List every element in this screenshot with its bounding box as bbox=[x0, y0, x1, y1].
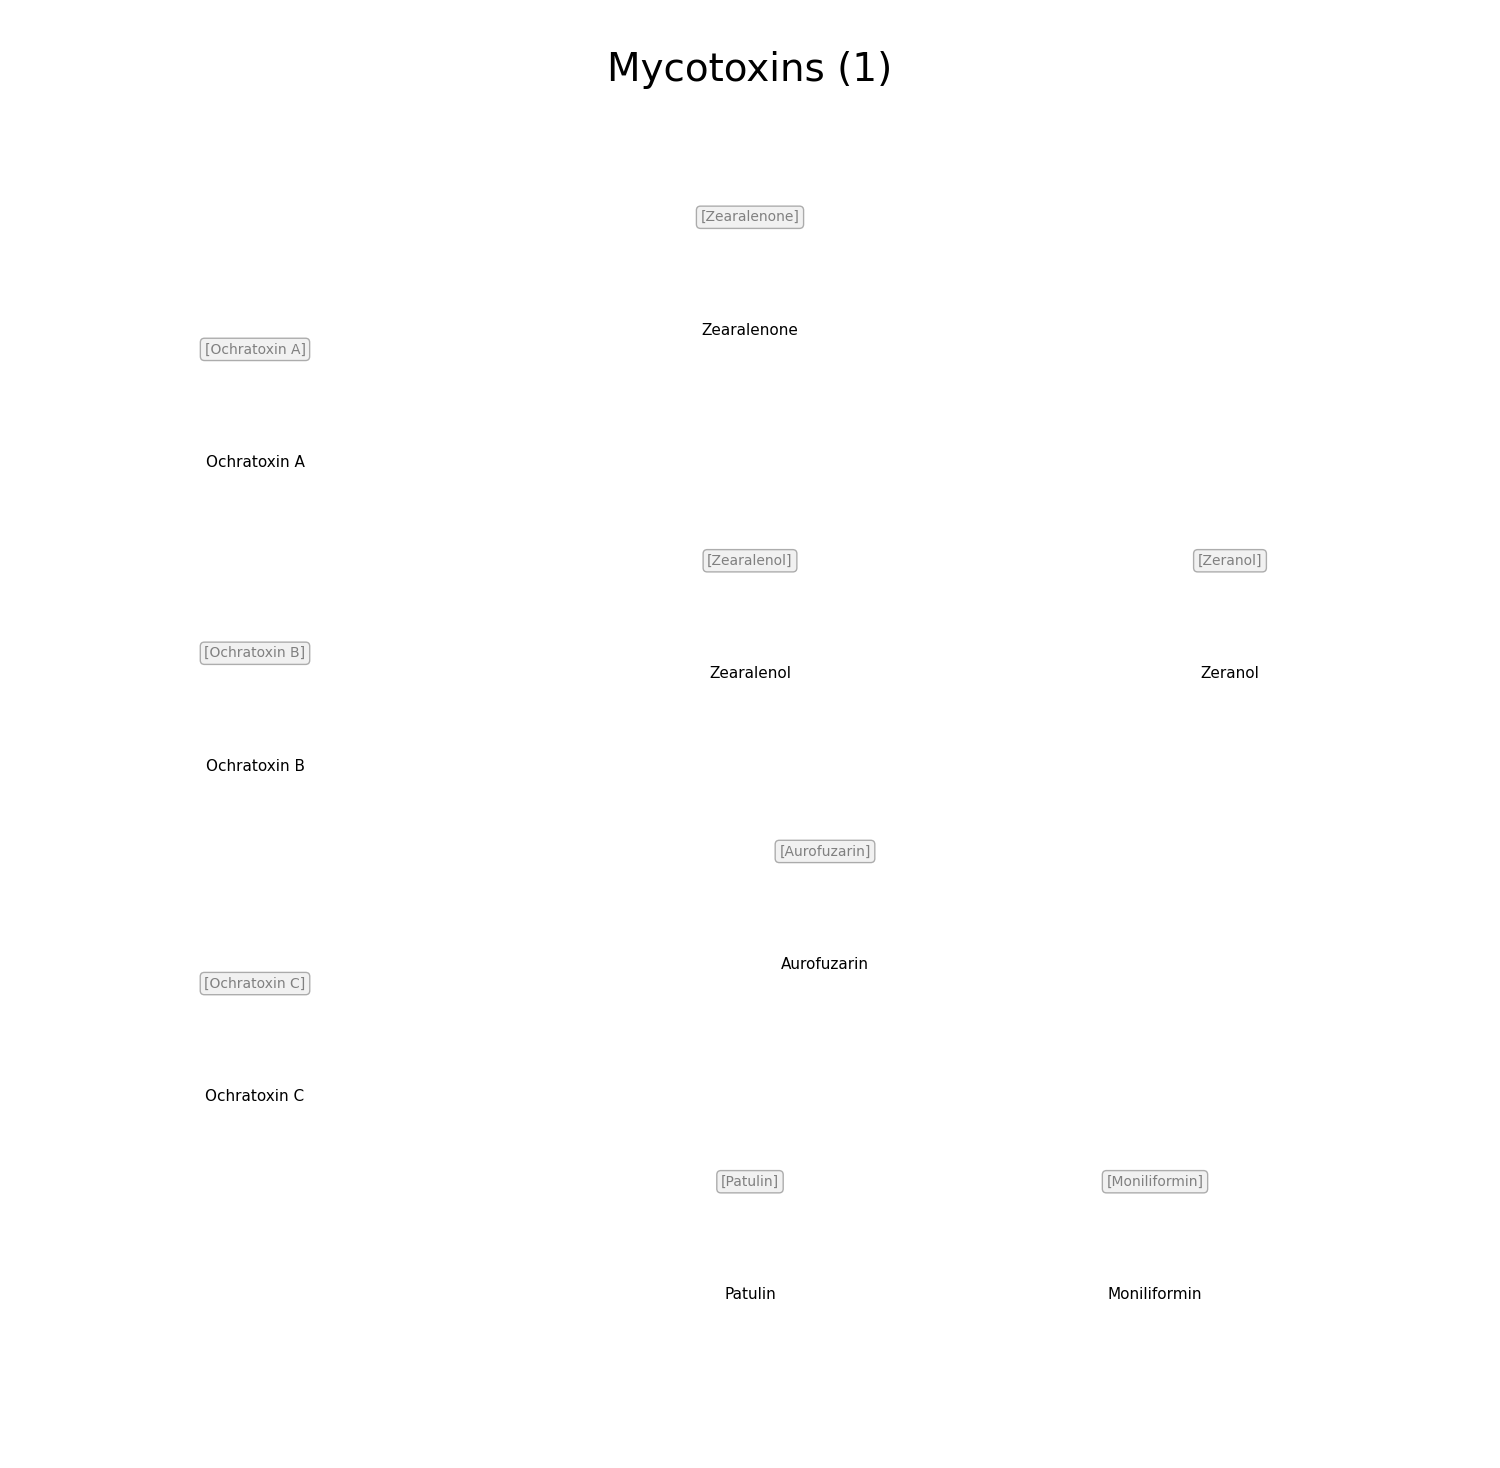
Text: Aurofuzarin: Aurofuzarin bbox=[782, 957, 868, 972]
Text: Ochratoxin A: Ochratoxin A bbox=[206, 455, 304, 470]
Text: Zearalenone: Zearalenone bbox=[702, 323, 798, 338]
Text: www.shutterstock.com: www.shutterstock.com bbox=[1275, 1433, 1402, 1443]
Text: [Zearalenol]: [Zearalenol] bbox=[708, 553, 792, 568]
Text: [Ochratoxin A]: [Ochratoxin A] bbox=[204, 342, 306, 357]
Text: [Zearalenone]: [Zearalenone] bbox=[700, 210, 800, 225]
Text: Ochratoxin B: Ochratoxin B bbox=[206, 759, 304, 774]
Text: Moniliformin: Moniliformin bbox=[1107, 1287, 1203, 1302]
Text: [Patulin]: [Patulin] bbox=[722, 1174, 778, 1189]
Text: [Zeranol]: [Zeranol] bbox=[1197, 553, 1263, 568]
Text: shutterstock·: shutterstock· bbox=[30, 1411, 240, 1440]
Text: [Aurofuzarin]: [Aurofuzarin] bbox=[780, 844, 870, 859]
Text: [Ochratoxin C]: [Ochratoxin C] bbox=[204, 976, 306, 991]
Text: Zearalenol: Zearalenol bbox=[710, 666, 791, 681]
Text: IMAGE ID: 203578486: IMAGE ID: 203578486 bbox=[1275, 1408, 1396, 1418]
Text: Ochratoxin C: Ochratoxin C bbox=[206, 1089, 304, 1104]
Text: Mycotoxins (1): Mycotoxins (1) bbox=[608, 51, 892, 90]
Text: Zeranol: Zeranol bbox=[1200, 666, 1260, 681]
Text: Patulin: Patulin bbox=[724, 1287, 776, 1302]
Text: [Moniliformin]: [Moniliformin] bbox=[1107, 1174, 1203, 1189]
Text: [Ochratoxin B]: [Ochratoxin B] bbox=[204, 646, 306, 661]
